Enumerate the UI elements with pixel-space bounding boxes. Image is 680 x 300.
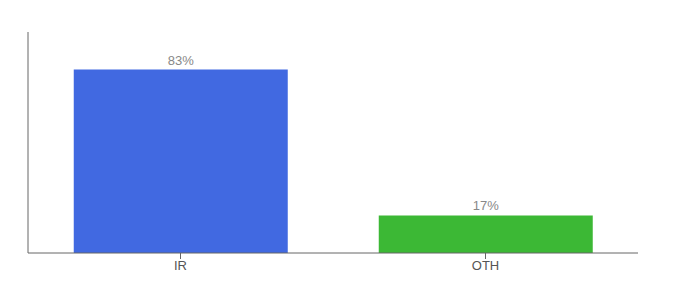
svg-text:IR: IR xyxy=(174,258,187,273)
svg-text:17%: 17% xyxy=(473,198,499,213)
svg-text:OTH: OTH xyxy=(472,258,499,273)
svg-text:83%: 83% xyxy=(168,53,194,68)
